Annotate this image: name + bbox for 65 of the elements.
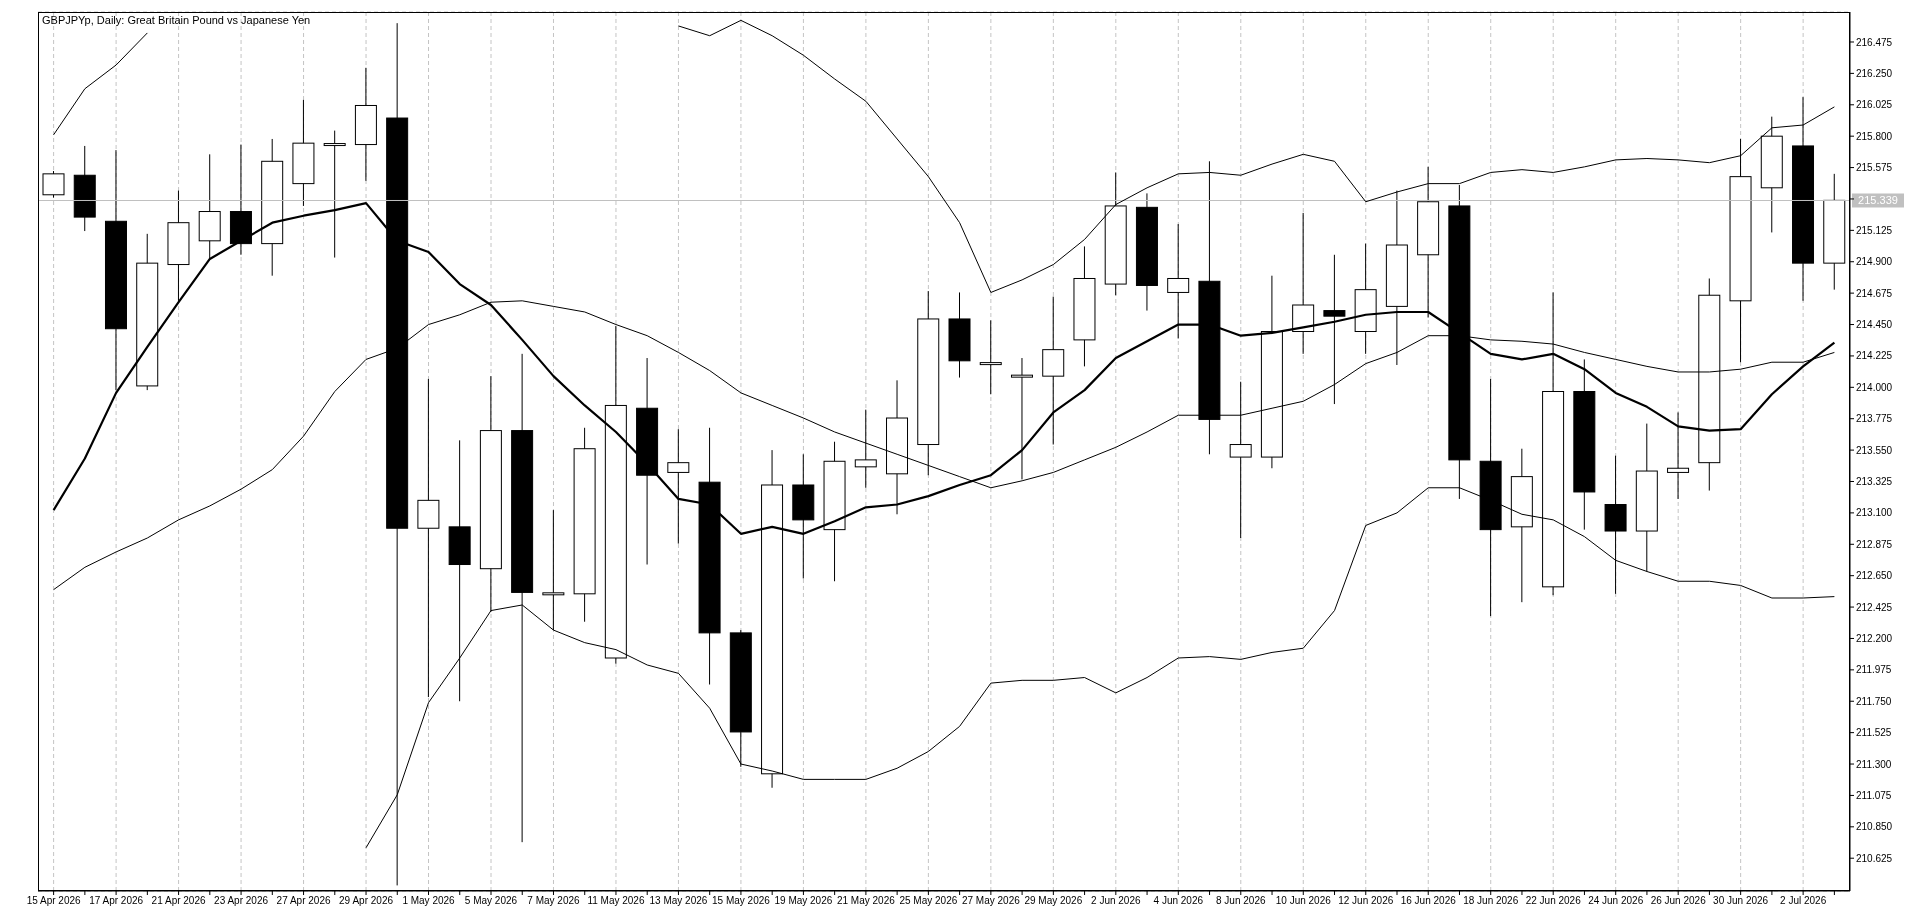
x-tick-label: 26 Jun 2026 (1650, 895, 1707, 907)
y-tick-label: 214.000 (1856, 381, 1893, 393)
x-tick-label: 1 May 2026 (402, 895, 456, 907)
x-tick-label: 18 Jun 2026 (1463, 895, 1519, 907)
y-tick-label: 211.750 (1856, 695, 1892, 707)
y-tick-label: 216.025 (1856, 99, 1893, 111)
chart-title: GBPJPYp, Daily: Great Britain Pound vs Japanese Yen (42, 14, 311, 26)
y-tick-label: 210.850 (1856, 821, 1893, 833)
x-tick-label: 17 Apr 2026 (89, 895, 144, 907)
y-tick-label: 212.875 (1856, 538, 1893, 550)
y-tick-label: 211.300 (1856, 758, 1892, 770)
x-tick-label: 29 May 2026 (1024, 895, 1083, 907)
x-tick-label: 21 Apr 2026 (151, 895, 206, 907)
x-tick-label: 12 Jun 2026 (1338, 895, 1394, 907)
y-tick-label: 212.425 (1856, 601, 1893, 613)
x-tick-label: 27 May 2026 (961, 895, 1021, 907)
x-tick-label: 29 Apr 2026 (339, 895, 394, 907)
x-tick-label: 2 Jun 2026 (1091, 895, 1141, 907)
candlestick (979, 319, 1002, 395)
y-tick-label: 211.975 (1856, 664, 1892, 676)
y-tick-label: 214.900 (1856, 256, 1893, 268)
x-tick-label: 15 Apr 2026 (26, 895, 82, 907)
x-tick-label: 21 May 2026 (836, 895, 896, 907)
y-tick-label: 210.625 (1856, 852, 1893, 864)
y-tick-label: 216.250 (1856, 67, 1893, 79)
y-tick-label: 213.775 (1856, 413, 1893, 425)
candlestick (1229, 381, 1252, 539)
y-tick-label: 213.550 (1856, 444, 1893, 456)
candlestick (1167, 223, 1190, 339)
y-tick-label: 213.325 (1856, 476, 1893, 488)
y-tick-label: 214.675 (1856, 287, 1893, 299)
x-tick-label: 25 May 2026 (899, 895, 958, 907)
x-tick-label: 24 Jun 2026 (1588, 895, 1644, 907)
y-tick-label: 215.125 (1856, 224, 1893, 236)
candlestick (1010, 357, 1033, 480)
x-tick-label: 7 May 2026 (527, 895, 581, 907)
y-tick-label: 214.225 (1856, 350, 1893, 362)
x-tick-label: 13 May 2026 (649, 895, 708, 907)
ref-line-label: 215.339 (1858, 194, 1898, 207)
x-tick-label: 2 Jul 2026 (1780, 895, 1827, 907)
x-tick-label: 30 Jun 2026 (1713, 895, 1769, 907)
x-tick-label: 4 Jun 2026 (1153, 895, 1204, 907)
candlestick (854, 409, 877, 489)
x-tick-label: 16 Jun 2026 (1400, 895, 1457, 907)
x-tick-label: 5 May 2026 (464, 895, 518, 907)
x-tick-label: 10 Jun 2026 (1275, 895, 1332, 907)
y-tick-label: 211.075 (1856, 789, 1892, 801)
y-tick-label: 215.800 (1856, 130, 1893, 142)
x-tick-label: 23 Apr 2026 (214, 895, 269, 907)
x-tick-label: 8 Jun 2026 (1216, 895, 1266, 907)
x-tick-label: 27 Apr 2026 (276, 895, 331, 907)
candlestick (42, 170, 65, 199)
y-tick-label: 214.450 (1856, 319, 1893, 331)
y-tick-label: 213.100 (1856, 507, 1893, 519)
y-tick-label: 212.650 (1856, 570, 1893, 582)
x-tick-label: 11 May 2026 (587, 895, 645, 907)
x-tick-label: 15 May 2026 (712, 895, 771, 907)
y-tick-label: 211.525 (1856, 727, 1892, 739)
candlestick (542, 509, 565, 631)
candlestick (1667, 411, 1690, 500)
x-tick-label: 22 Jun 2026 (1525, 895, 1582, 907)
y-tick-label: 212.200 (1856, 633, 1893, 645)
y-tick-label: 215.575 (1856, 162, 1893, 174)
x-tick-label: 19 May 2026 (774, 895, 833, 907)
y-tick-label: 216.475 (1856, 36, 1893, 48)
